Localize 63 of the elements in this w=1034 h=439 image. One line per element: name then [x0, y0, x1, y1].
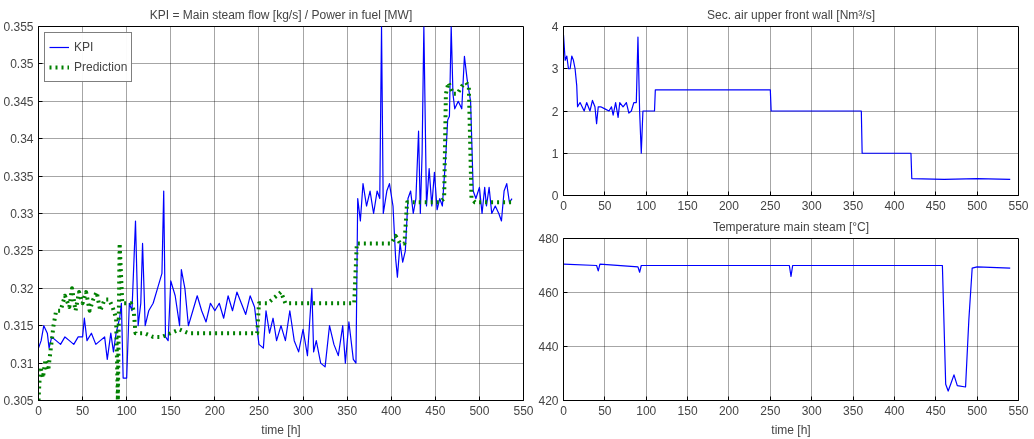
chart-title: Temperature main steam [°C] [712, 219, 870, 234]
y-tick-label: 0 [551, 189, 559, 203]
x-tick-label: 200 [204, 403, 226, 418]
x-tick-label: 400 [381, 403, 402, 418]
y-tick-label: 0.34 [10, 132, 34, 147]
y-tick-label: 0.355 [3, 20, 34, 34]
x-tick-label: 50 [598, 198, 612, 213]
x-tick-label: 250 [760, 198, 781, 213]
y-tick-label: 0.345 [3, 94, 34, 109]
x-axis-title: time [h] [261, 422, 301, 437]
line-series [563, 263, 1011, 392]
legend-label: Prediction [74, 60, 128, 74]
y-tick-label: 0.32 [10, 281, 34, 296]
chart-title: KPI = Main steam flow [kg/s] / Power in fuel [MW] [149, 7, 413, 22]
x-tick-label: 350 [843, 403, 864, 418]
y-tick-label: 2 [551, 104, 559, 119]
line-series [563, 34, 1011, 181]
x-tick-label: 150 [160, 403, 182, 418]
y-tick-label: 0.315 [3, 319, 34, 334]
x-tick-label: 550 [513, 403, 534, 418]
chart-title: Sec. air upper front wall [Nm³/s] [706, 7, 876, 22]
y-tick-label: 0.325 [3, 244, 34, 259]
x-tick-label: 500 [469, 403, 490, 418]
x-tick-label: 100 [116, 403, 138, 418]
x-tick-label: 550 [1008, 198, 1029, 213]
y-tick-label: 0.35 [10, 57, 34, 72]
x-tick-label: 200 [718, 198, 740, 213]
x-tick-label: 300 [801, 403, 823, 418]
line-series [38, 26, 513, 379]
y-tick-label: 420 [538, 394, 559, 408]
x-tick-label: 400 [884, 403, 905, 418]
x-tick-label: 150 [677, 403, 698, 418]
x-tick-label: 500 [967, 198, 988, 213]
y-tick-label: 0.305 [3, 394, 34, 408]
x-tick-label: 450 [425, 403, 446, 418]
x-tick-label: 450 [925, 403, 947, 418]
x-tick-label: 250 [760, 403, 781, 418]
y-tick-label: 3 [551, 62, 559, 77]
x-tick-label: 550 [1008, 403, 1029, 418]
y-tick-label: 460 [538, 286, 559, 300]
x-tick-label: 300 [293, 403, 314, 418]
x-tick-label: 450 [925, 198, 947, 213]
x-tick-label: 150 [677, 198, 698, 213]
x-tick-label: 250 [248, 403, 270, 418]
x-tick-label: 50 [75, 403, 90, 418]
x-tick-label: 350 [843, 198, 864, 213]
y-tick-label: 4 [551, 20, 559, 34]
x-tick-label: 500 [967, 403, 988, 418]
y-tick-label: 0.335 [3, 169, 34, 184]
x-tick-label: 200 [718, 403, 740, 418]
x-tick-label: 50 [598, 403, 612, 418]
y-tick-label: 0.33 [10, 207, 34, 221]
y-tick-label: 1 [551, 146, 559, 161]
y-tick-label: 0.31 [10, 356, 34, 371]
x-tick-label: 300 [801, 198, 823, 213]
x-tick-label: 100 [636, 198, 657, 213]
y-tick-label: 480 [538, 232, 559, 246]
x-axis-title: time [h] [771, 422, 811, 437]
x-tick-label: 100 [636, 403, 657, 418]
x-tick-label: 400 [884, 198, 905, 213]
x-tick-label: 350 [337, 403, 358, 418]
legend-label: KPI [74, 40, 94, 54]
y-tick-label: 440 [538, 340, 559, 354]
